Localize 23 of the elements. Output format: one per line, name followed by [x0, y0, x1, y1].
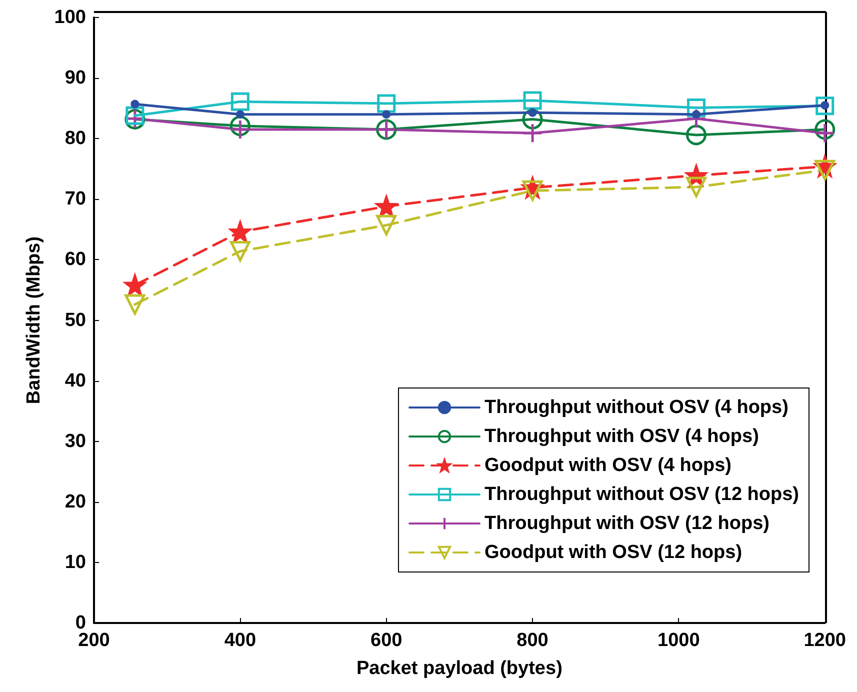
- y-tick-label: 80: [64, 128, 86, 150]
- y-tick-label: 40: [64, 370, 86, 392]
- x-tick-label: 400: [224, 630, 256, 651]
- x-tick-label: 1200: [804, 630, 846, 651]
- y-tick-label: 60: [64, 249, 86, 270]
- legend-label: Throughput without OSV (4 hops): [484, 397, 788, 418]
- y-axis-title: BandWidth (Mbps): [23, 236, 44, 404]
- y-tick-label: 30: [64, 430, 86, 452]
- legend-label: Throughput without OSV (12 hops): [484, 484, 800, 505]
- x-axis-title: Packet payload (bytes): [356, 658, 562, 679]
- y-tick-label: 20: [64, 491, 86, 512]
- legend-label: Throughput with OSV (4 hops): [484, 426, 759, 447]
- y-tick-label: 70: [64, 188, 86, 210]
- x-tick-label: 600: [370, 630, 402, 651]
- legend-label: Goodput with OSV (12 hops): [484, 542, 742, 563]
- legend-label: Goodput with OSV (4 hops): [484, 455, 732, 476]
- y-tick-label: 10: [64, 552, 86, 573]
- y-tick-label: 50: [64, 310, 86, 331]
- legend-label: Throughput with OSV (12 hops): [484, 513, 770, 534]
- x-tick-label: 1000: [658, 630, 700, 651]
- y-tick-label: 90: [64, 68, 86, 89]
- x-tick-label: 800: [516, 630, 548, 651]
- y-tick-label: 100: [54, 7, 86, 28]
